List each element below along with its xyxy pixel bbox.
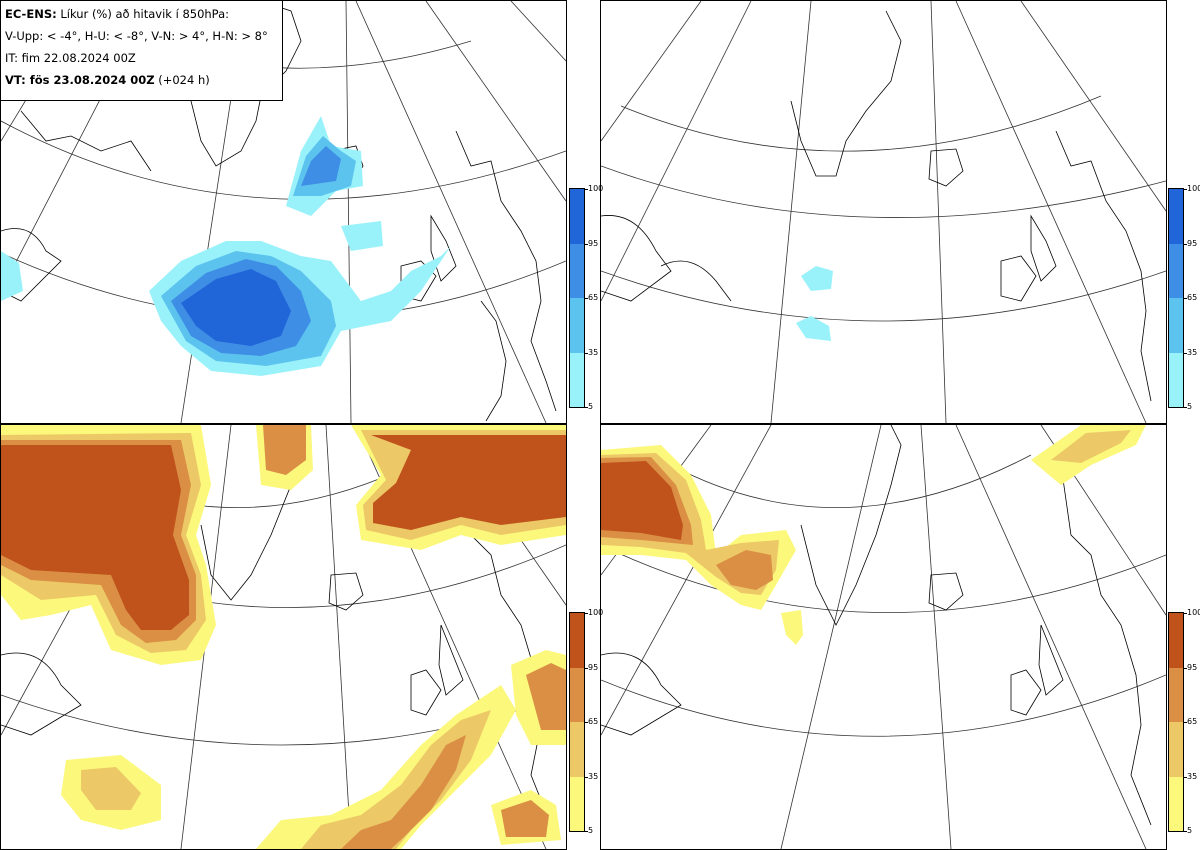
colorbar-tick — [584, 722, 588, 723]
map-panel-bottom-right — [600, 424, 1167, 850]
coastlines — [601, 10, 1152, 402]
colorbar-segment — [1169, 352, 1183, 407]
colorbar-segment — [1169, 667, 1183, 722]
map-canvas — [1, 1, 566, 423]
colorbar-tick-label: 35 — [1187, 771, 1198, 781]
colorbar-tick — [1183, 722, 1187, 723]
colorbar-tick — [1183, 352, 1187, 354]
map-canvas — [601, 1, 1166, 423]
colorbar-cold-right: 100 95 65 35 5 — [1168, 185, 1200, 411]
colorbar-tick-label: 95 — [1187, 662, 1198, 672]
colorbar-tick — [584, 667, 588, 669]
colorbar-tick-label: 65 — [588, 717, 599, 726]
colorbar-tick-label: 100 — [1187, 608, 1200, 617]
graticule — [601, 425, 1166, 849]
colorbar-segment — [1169, 776, 1183, 831]
map-canvas — [1, 425, 566, 849]
colorbar-cold-left: 100 95 65 35 5 — [569, 185, 603, 411]
map-panel-top-right — [600, 0, 1167, 424]
colorbar-tick-label: 100 — [1187, 184, 1200, 193]
colorbar-tick — [1183, 407, 1187, 408]
colorbar-tick — [1183, 776, 1187, 778]
colorbar-segment — [1169, 613, 1183, 668]
colorbar-tick-label: 5 — [588, 402, 594, 411]
legend-line3: IT: fim 22.08.2024 00Z — [5, 51, 136, 65]
legend-line4-bold: VT: fös 23.08.2024 00Z — [5, 73, 155, 87]
colorbar-tick-label: 5 — [588, 826, 594, 835]
colorbar-segment — [570, 352, 584, 407]
colorbar-segment — [570, 243, 584, 298]
coastlines — [601, 425, 1152, 826]
probability-shading — [1, 116, 451, 376]
colorbar-tick — [1183, 298, 1187, 299]
colorbar-tick-label: 65 — [1187, 717, 1198, 726]
colorbar-tick — [1183, 667, 1187, 669]
legend-line1-rest: Líkur (%) að hitavik í 850hPa: — [56, 7, 230, 21]
colorbar-tick — [1183, 189, 1187, 190]
colorbar-tick — [584, 613, 588, 614]
colorbar-tick — [584, 352, 588, 354]
colorbar-segment — [570, 776, 584, 831]
colorbar-tick — [584, 298, 588, 299]
probability-shading — [1, 425, 566, 849]
colorbar-segment — [1169, 722, 1183, 777]
colorbar-tick — [584, 189, 588, 190]
colorbar-tick — [584, 776, 588, 778]
colorbar-tick-label: 5 — [1187, 402, 1193, 411]
colorbar-segment — [570, 298, 584, 353]
map-canvas — [601, 425, 1166, 849]
colorbar-tick-label: 35 — [588, 771, 599, 781]
colorbar-tick-label: 65 — [1187, 293, 1198, 302]
graticule — [601, 1, 1166, 423]
map-panel-bottom-left — [0, 424, 567, 850]
colorbar-warm-left: 100 95 65 35 5 — [569, 609, 603, 835]
colorbar-segment — [570, 189, 584, 244]
map-panel-top-left: EC-ENS: Líkur (%) að hitavik í 850hPa: V… — [0, 0, 567, 424]
colorbar-tick-label: 95 — [588, 662, 599, 672]
colorbar-segment — [1169, 189, 1183, 244]
colorbar-segment — [570, 613, 584, 668]
title-legend: EC-ENS: Líkur (%) að hitavik í 850hPa: V… — [1, 1, 283, 101]
colorbar-tick-label: 35 — [1187, 347, 1198, 357]
probability-shading — [601, 425, 1146, 645]
colorbar-tick-label: 35 — [588, 347, 599, 357]
colorbar-tick-label: 95 — [588, 238, 599, 248]
legend-line1-bold: EC-ENS: — [5, 7, 57, 21]
probability-shading — [796, 266, 833, 341]
colorbar-tick-label: 95 — [1187, 238, 1198, 248]
colorbar-tick-label: 65 — [588, 293, 599, 302]
colorbar-tick — [584, 407, 588, 408]
colorbar-tick-label: 5 — [1187, 826, 1193, 835]
colorbar-tick — [1183, 613, 1187, 614]
colorbar-segment — [1169, 298, 1183, 353]
colorbar-segment — [1169, 243, 1183, 298]
colorbar-tick — [584, 243, 588, 245]
colorbar-segment — [570, 722, 584, 777]
colorbar-tick — [1183, 831, 1187, 832]
colorbar-tick — [1183, 243, 1187, 245]
colorbar-tick-label: 100 — [588, 608, 604, 617]
colorbar-warm-right: 100 95 65 35 5 — [1168, 609, 1200, 835]
colorbar-segment — [570, 667, 584, 722]
legend-line4-rest: (+024 h) — [154, 73, 210, 87]
legend-line2: V-Upp: < -4°, H-U: < -8°, V-N: > 4°, H-N… — [5, 29, 268, 43]
colorbar-tick-label: 100 — [588, 184, 604, 193]
colorbar-tick — [584, 831, 588, 832]
